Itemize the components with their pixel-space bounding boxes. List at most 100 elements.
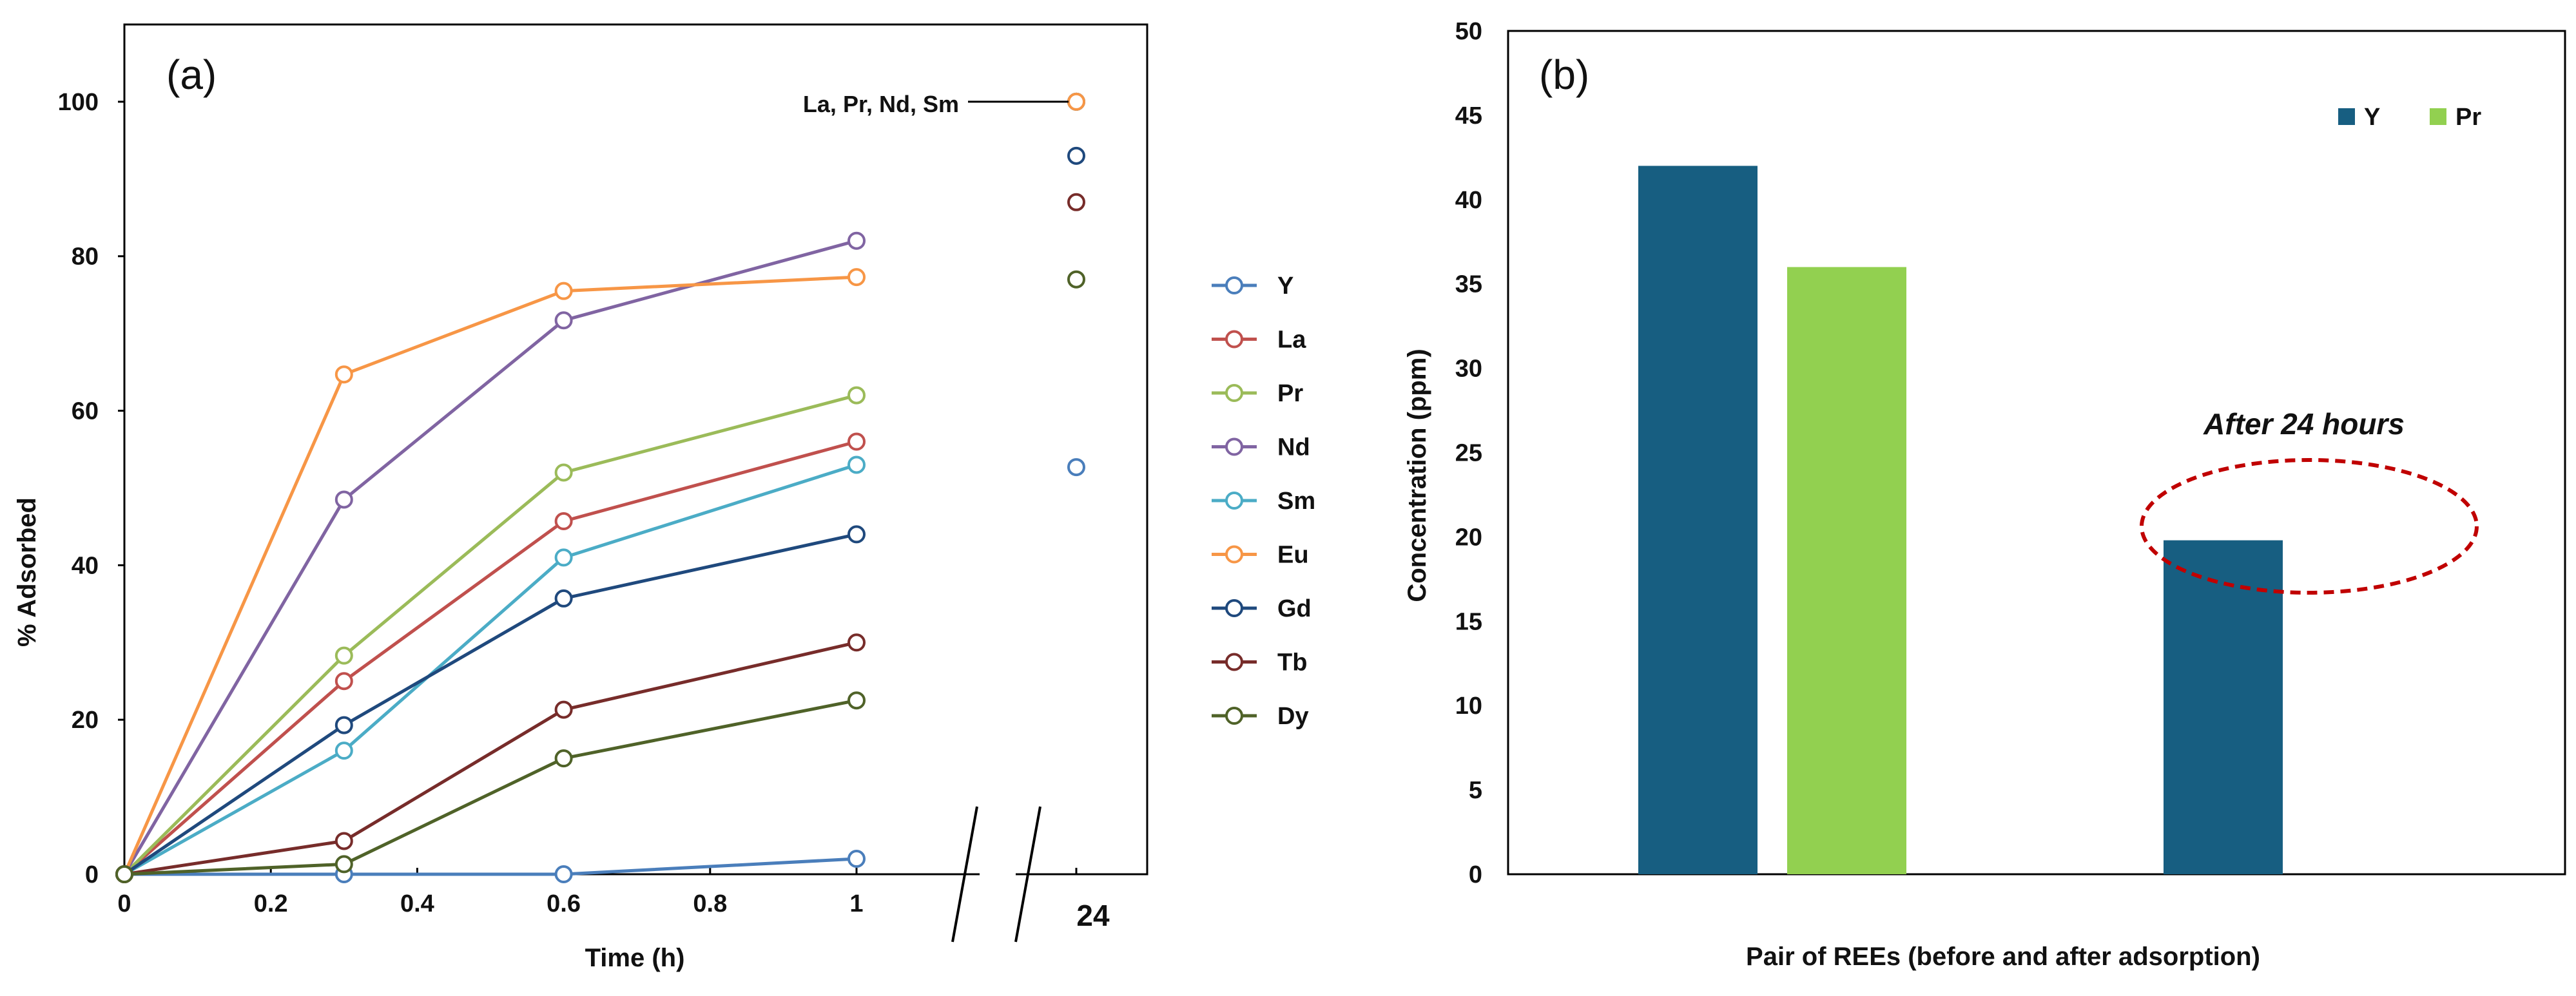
data-point-tb [554,700,573,719]
y-tick-label-b: 25 [1455,440,1482,467]
annotation-a: La, Pr, Nd, Sm [803,91,1069,117]
y-axis-title-b: Concentration (ppm) [1403,349,1431,602]
data-point-sm [334,742,353,760]
y-tick-label-b: 0 [1469,861,1482,888]
data-point-tb [334,832,353,850]
series-y [115,850,866,883]
legend-label: Sm [1277,488,1315,515]
legend-marker [1225,707,1243,725]
y-tick-label-b: 15 [1455,608,1482,635]
legend-label: Y [2364,104,2380,131]
y-tick-label-a: 0 [85,861,99,888]
data-point-nd [554,311,573,330]
legend-item-y: Y [1212,273,1293,300]
y-tick-label-b: 10 [1455,693,1482,720]
series-line-nd [122,239,857,876]
legend-label: Tb [1277,649,1307,676]
series-line-dy [124,698,857,876]
data-point-la [334,672,353,691]
bar-pr [1787,267,1906,874]
annotation-after-24-hours: After 24 hours [2203,407,2405,441]
data-point-24h-tb [1067,193,1085,211]
data-point-la [847,432,866,451]
plot-frame-b [1507,30,2566,876]
axes-b [1507,30,2566,876]
data-point-y [847,850,866,868]
panel-b-bar-chart: (b) Concentration (ppm) Pair of REEs (be… [1403,18,2566,971]
data-point-nd [334,490,353,509]
data-point-sm [847,455,866,474]
y-tick-label-a: 80 [72,244,99,271]
bar-y [2164,540,2283,874]
axis-break-mark [951,806,978,943]
legend-swatch [2430,108,2446,125]
x-axis-title-b: Pair of REEs (before and after adsorptio… [1746,943,2260,971]
data-point-eu [334,365,353,384]
series-line-sm [123,463,857,876]
y-tick-label-b: 35 [1455,271,1482,298]
legend-marker [1225,545,1243,564]
data-point-gd [554,589,573,608]
tick-labels-b: 0 5 10 15 20 25 30 35 40 45 50 [1455,18,1482,888]
y-tick-label-b: 45 [1455,102,1482,129]
legend-label: Y [1277,273,1293,300]
legend-item-la: La [1212,327,1306,354]
data-point-dy [115,865,133,883]
legend-item-sm: Sm [1212,488,1315,515]
data-point-24h-dy [1067,270,1085,289]
series-line-pr [123,394,857,876]
legend-label: Pr [1277,380,1303,407]
y-tick-label-b: 20 [1455,524,1482,551]
y-tick-label-a: 60 [72,398,99,425]
annotation-label-la-pr-nd-sm: La, Pr, Nd, Sm [803,91,959,117]
x-tick-label-a: 0.8 [693,890,727,917]
legend-item-tb: Tb [1212,649,1307,676]
bar-y [1638,166,1758,875]
data-point-24h-y [1067,458,1085,477]
data-point-24h-gd [1067,146,1085,165]
annotation-ellipse [2140,458,2479,595]
legend-marker [1225,653,1243,671]
legend-marker [1225,492,1243,510]
legend-marker [1225,384,1243,402]
legend-label: Nd [1277,434,1310,461]
y-tick-label-b: 30 [1455,356,1482,383]
bars-b [1638,166,2283,875]
data-point-tb [847,633,866,652]
data-point-dy [554,749,573,768]
x-tick-label-a: 0.4 [400,890,434,917]
axis-break-gap [980,870,1016,878]
y-tick-label-b: 50 [1455,18,1482,45]
x-tick-label-a: 1 [849,890,863,917]
legend-marker [1225,437,1243,456]
data-point-gd [334,716,353,734]
series-line-la [123,440,857,876]
series-dy [115,691,866,883]
data-point-y [554,865,573,883]
legend-item-pr: Pr [2430,104,2481,131]
y-tick-label-b: 5 [1469,777,1482,804]
series-sm [115,455,866,883]
x-tick-label-24: 24 [1076,899,1110,932]
x-axis-title-a: Time (h) [585,944,685,972]
legend-marker [1225,276,1243,294]
legend-label: Gd [1277,595,1312,622]
data-point-pr [847,386,866,405]
panel-label-b: (b) [1539,52,1589,98]
y-axis-title-a: % Adsorbed [13,497,41,647]
legend-label: Pr [2455,104,2481,131]
series-line-y [124,857,857,876]
data-point-sm [554,548,573,567]
legend-item-nd: Nd [1212,434,1310,461]
legend-item-eu: Eu [1212,542,1309,569]
series-line-eu [122,275,857,876]
legend-marker [1225,330,1243,349]
data-point-pr [334,646,353,665]
series-lines-a [115,92,1085,883]
data-point-pr [554,463,573,482]
y-tick-label-a: 100 [58,89,99,116]
y-tick-label-a: 40 [72,552,99,579]
legend-label: La [1277,327,1306,354]
x-tick-label-a: 0.2 [254,890,288,917]
